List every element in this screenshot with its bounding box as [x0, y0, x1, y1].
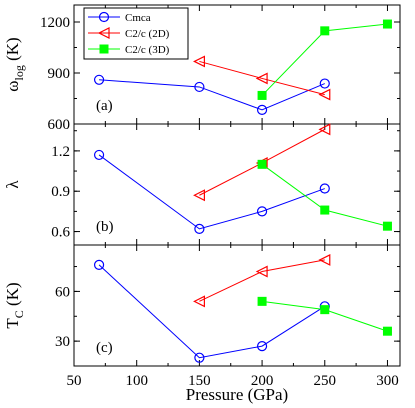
data-point-c2-c-3d	[320, 305, 330, 315]
data-point-cmca	[194, 223, 205, 234]
data-point-c2-c-3d	[257, 296, 267, 306]
series-cmca	[93, 74, 330, 115]
x-tick-label: 250	[314, 373, 337, 389]
legend-marker-c2-c-2d	[97, 27, 110, 39]
data-point-cmca	[256, 104, 268, 115]
x-tick-label: 300	[376, 373, 399, 389]
data-point-cmca	[93, 74, 105, 85]
data-point-c2-c-3d	[257, 90, 267, 100]
data-point-cmca	[93, 259, 105, 270]
panel-letter: (b)	[96, 219, 114, 235]
data-point-c2-c-2d	[318, 123, 331, 136]
series-c2-c-2d	[193, 253, 331, 308]
data-point-c2-c-3d	[257, 159, 267, 169]
data-point-c2-c-2d	[193, 189, 205, 202]
series-line-c2-c-3d	[261, 163, 388, 227]
series-c2-c-2d	[193, 55, 331, 101]
y-axis-label: λ	[3, 180, 22, 189]
y-tick-label: 30	[55, 334, 70, 350]
x-tick-label: 200	[251, 373, 274, 389]
series-cmca	[93, 259, 330, 363]
legend-label-cmca: Cmca	[125, 12, 151, 24]
panel-2: 0.6 0.9 1.2 λ (b)	[3, 123, 401, 246]
data-point-c2-c-2d	[255, 265, 268, 278]
legend: Cmca C2/c (2D) C2/c (3D)	[83, 7, 189, 60]
data-point-c2-c-3d	[382, 221, 392, 231]
legend-label-c2-c-3d: C2/c (3D)	[125, 44, 170, 56]
legend-marker-c2-c-3d	[99, 44, 109, 54]
series-c2-c-3d	[257, 159, 392, 231]
legend-label-c2-c-2d: C2/c (2D)	[125, 28, 170, 40]
data-point-c2-c-2d	[193, 295, 205, 308]
panel-frame	[73, 123, 401, 246]
y-axis-label: ωlog (K)	[3, 37, 26, 91]
x-tick-label: 50	[67, 373, 82, 389]
data-point-c2-c-3d	[320, 205, 330, 215]
y-axis-label: TC (K)	[3, 282, 26, 328]
panel-frame	[73, 244, 401, 367]
series-line-cmca	[98, 154, 325, 230]
legend-marker-cmca	[98, 11, 110, 23]
data-point-c2-c-2d	[318, 253, 331, 266]
data-point-c2-c-2d	[255, 72, 268, 85]
panel-letter: (a)	[96, 98, 113, 114]
y-tick-label: 60	[55, 284, 70, 300]
data-point-cmca	[194, 81, 205, 93]
panel-letter: (c)	[96, 340, 113, 356]
y-tick-label: 0.6	[51, 225, 70, 241]
data-point-cmca	[319, 183, 330, 194]
data-point-c2-c-3d	[382, 326, 392, 336]
y-tick-label: 0.9	[51, 184, 70, 200]
series-cmca	[93, 149, 330, 234]
data-point-c2-c-2d	[193, 55, 205, 68]
y-tick-label: 1200	[40, 15, 70, 31]
data-point-cmca	[256, 341, 268, 352]
data-point-c2-c-3d	[382, 19, 392, 29]
series-line-cmca	[99, 79, 325, 111]
data-point-c2-c-2d	[318, 88, 331, 101]
y-tick-label: 600	[48, 117, 71, 133]
series-c2-c-3d	[257, 19, 392, 100]
series-line-c2-c-2d	[199, 60, 325, 96]
x-tick-label: 150	[188, 373, 211, 389]
data-point-cmca	[319, 78, 330, 89]
y-tick-label: 900	[48, 66, 71, 82]
y-tick-label: 1.2	[51, 144, 70, 160]
data-point-cmca	[256, 206, 268, 217]
series-line-c2-c-2d	[199, 259, 325, 302]
panel-3: 30 60 TC (K) (c)	[3, 244, 401, 367]
data-point-c2-c-3d	[320, 26, 330, 36]
data-point-cmca	[194, 352, 205, 363]
panel-1: 600 900 1200 ωlog (K) (a)	[3, 4, 401, 133]
data-point-cmca	[93, 149, 105, 161]
series-line-cmca	[98, 264, 326, 359]
series-c2-c-3d	[257, 296, 392, 336]
x-tick-label: 100	[125, 373, 148, 389]
x-axis-label: Pressure (GPa)	[186, 385, 288, 404]
